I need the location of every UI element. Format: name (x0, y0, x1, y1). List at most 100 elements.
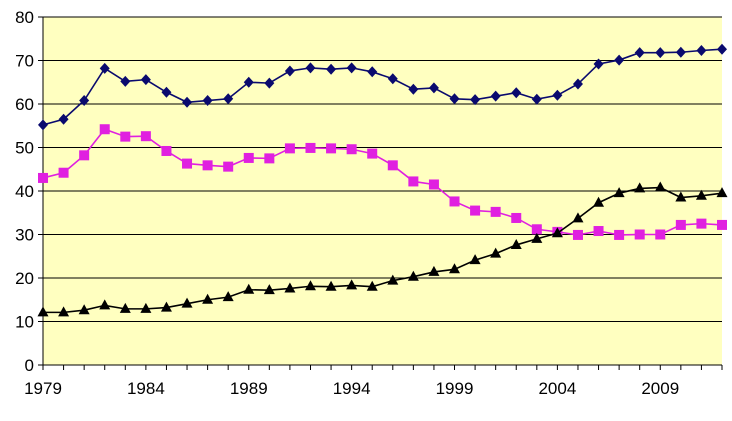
x-tick-label: 2004 (538, 379, 576, 398)
x-tick-label: 1979 (24, 379, 62, 398)
data-point-square-1993 (326, 143, 337, 154)
data-point-diamond-2010 (675, 46, 686, 58)
y-tick-label: 80 (15, 8, 34, 27)
data-point-triangle-1998 (428, 265, 440, 276)
data-point-square-1989 (243, 152, 254, 163)
data-point-triangle-1985 (160, 301, 172, 312)
data-point-square-1994 (346, 144, 357, 155)
y-tick-label: 70 (15, 52, 34, 71)
data-point-triangle-1991 (284, 282, 296, 293)
data-point-diamond-1992 (305, 62, 316, 74)
data-point-triangle-2010 (675, 191, 687, 202)
x-tick-label: 1989 (230, 379, 268, 398)
data-point-square-1979 (38, 172, 48, 183)
data-point-diamond-1983 (120, 75, 131, 87)
data-point-square-1983 (120, 131, 131, 142)
data-point-square-1990 (264, 153, 275, 164)
data-point-diamond-1980 (58, 113, 69, 125)
data-point-square-1985 (161, 145, 172, 156)
series-square (38, 124, 727, 240)
data-point-diamond-1984 (140, 74, 151, 86)
data-point-triangle-2005 (572, 212, 584, 223)
y-tick-label: 0 (25, 356, 34, 375)
data-point-diamond-2002 (511, 87, 522, 99)
data-point-square-1982 (99, 124, 110, 135)
data-point-square-1980 (58, 167, 69, 178)
data-point-square-2009 (655, 229, 666, 240)
data-point-diamond-2008 (634, 47, 645, 59)
data-point-triangle-1979 (37, 306, 49, 317)
data-point-diamond-2007 (614, 54, 625, 66)
data-point-diamond-2012 (717, 43, 727, 55)
data-point-triangle-2000 (469, 254, 481, 265)
data-point-square-1992 (305, 142, 316, 153)
data-point-triangle-1997 (407, 270, 419, 281)
gridlines (43, 16, 722, 322)
data-point-triangle-2011 (695, 189, 707, 200)
data-point-diamond-1995 (367, 66, 378, 78)
data-point-triangle-1984 (140, 302, 152, 313)
data-point-square-1981 (79, 150, 90, 161)
data-point-triangle-1986 (181, 297, 193, 308)
series-line-diamond (42, 48, 723, 126)
y-tick-label: 60 (15, 95, 34, 114)
data-point-triangle-1981 (78, 304, 90, 315)
data-point-diamond-1999 (449, 93, 460, 105)
data-point-square-2012 (717, 219, 727, 230)
data-point-triangle-1996 (387, 274, 399, 285)
data-point-square-1996 (387, 160, 398, 171)
data-point-triangle-1982 (99, 299, 111, 310)
x-tick-label: 1994 (333, 379, 371, 398)
x-tick-label: 2009 (641, 379, 679, 398)
data-point-diamond-2003 (531, 93, 542, 105)
data-point-diamond-1996 (387, 73, 398, 85)
data-point-diamond-1989 (243, 76, 254, 88)
data-point-diamond-2011 (696, 44, 707, 56)
data-point-diamond-1988 (223, 93, 234, 105)
data-point-square-1986 (182, 158, 193, 169)
data-point-triangle-1990 (263, 284, 275, 295)
data-point-triangle-2003 (531, 232, 543, 243)
data-point-square-2007 (614, 229, 625, 240)
data-point-diamond-1998 (428, 82, 439, 94)
data-point-square-1997 (408, 176, 419, 187)
y-tick-label: 10 (15, 313, 34, 332)
data-point-diamond-1997 (408, 83, 419, 95)
data-point-triangle-2002 (510, 238, 522, 249)
series-line-triangle (43, 186, 723, 314)
series-diamond (38, 43, 727, 131)
data-point-square-2010 (675, 219, 686, 230)
data-point-square-2006 (593, 226, 604, 237)
data-point-square-2003 (531, 224, 542, 235)
data-point-diamond-1982 (99, 62, 110, 74)
data-point-square-2011 (696, 218, 707, 229)
data-point-diamond-2000 (470, 94, 481, 106)
series-triangle (37, 181, 728, 317)
data-point-diamond-2005 (572, 78, 583, 90)
data-point-square-2001 (490, 206, 501, 217)
y-tick-label: 30 (15, 226, 34, 245)
data-point-diamond-2001 (490, 90, 501, 102)
data-point-triangle-2006 (593, 196, 605, 207)
data-point-diamond-1979 (38, 119, 48, 131)
data-point-square-1987 (202, 160, 213, 171)
data-point-triangle-1989 (243, 283, 255, 294)
series-line-square (42, 128, 723, 236)
series-layer (37, 43, 728, 317)
data-point-square-1999 (449, 196, 460, 207)
data-point-diamond-1985 (161, 86, 172, 98)
data-point-triangle-2001 (490, 247, 502, 258)
data-point-triangle-1988 (222, 291, 234, 302)
x-tick-label: 1984 (127, 379, 165, 398)
data-point-square-1995 (367, 148, 378, 159)
data-point-diamond-2009 (655, 47, 666, 59)
data-point-triangle-1994 (346, 279, 358, 290)
data-point-diamond-1986 (182, 96, 193, 108)
data-point-triangle-1980 (58, 306, 70, 317)
y-tick-label: 50 (15, 139, 34, 158)
data-point-diamond-1987 (202, 95, 213, 107)
data-point-square-2000 (470, 205, 481, 216)
data-point-triangle-2012 (716, 187, 728, 198)
data-point-triangle-1999 (449, 263, 461, 274)
